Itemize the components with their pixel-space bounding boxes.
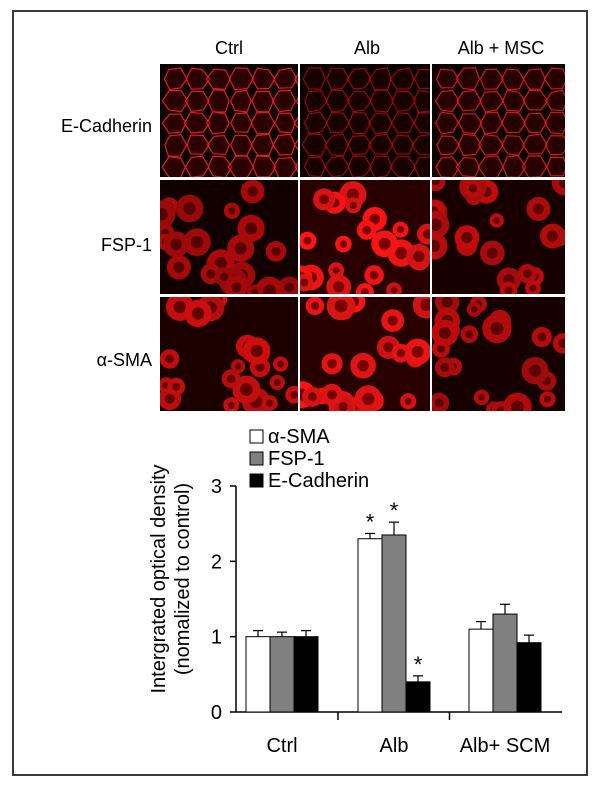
- row-label-asma: α-SMA: [96, 350, 152, 370]
- y-tick-label-1: 1: [211, 627, 222, 649]
- row-label-fsp1: FSP-1: [100, 235, 152, 255]
- column-label-alb-msc: Alb + MSC: [457, 38, 545, 58]
- x-tick-label-2: Alb+ SCM: [460, 735, 551, 757]
- bar-1-1: [381, 534, 407, 713]
- row-label-e-cadherin: E-Cadherin: [60, 116, 152, 136]
- bar-2-0: [293, 636, 319, 713]
- micrograph-ecad-alb: [300, 64, 430, 177]
- bar-1-2: [492, 613, 518, 713]
- bar-2-1: [405, 681, 431, 713]
- y-axis-label-sub: (nomalized to control): [172, 483, 194, 675]
- bar-2-2: [516, 642, 542, 713]
- micrograph-fsp1-alb-msc: [432, 180, 565, 294]
- bar-1-0: [269, 636, 295, 713]
- x-tick-label-0: Ctrl: [266, 735, 297, 757]
- x-tick-label-1: Alb: [380, 735, 409, 757]
- legend-label-1: FSP-1: [268, 448, 325, 470]
- bar-0-1: [357, 538, 383, 713]
- legend-swatch-0: [249, 429, 264, 444]
- bar-0-0: [245, 636, 271, 713]
- micrograph-asma-ctrl: [160, 297, 298, 411]
- legend-label-0: α-SMA: [268, 426, 330, 448]
- y-tick-label-2: 2: [211, 551, 222, 573]
- legend-swatch-2: [249, 473, 264, 488]
- micrograph-fsp1-ctrl: [160, 180, 298, 294]
- significance-star-1-1: *: [390, 498, 399, 523]
- y-tick-label-3: 3: [211, 476, 222, 498]
- legend-swatch-1: [249, 451, 264, 466]
- significance-star-2-1: *: [414, 652, 423, 677]
- column-label-alb: Alb: [353, 38, 380, 58]
- figure-frame: [12, 10, 588, 776]
- micrograph-ecad-alb-msc: [432, 64, 565, 177]
- column-label-ctrl: Ctrl: [215, 38, 243, 58]
- significance-star-0-1: *: [366, 509, 375, 534]
- micrograph-ecad-ctrl: [160, 64, 298, 177]
- micrograph-asma-alb-msc: [432, 297, 565, 411]
- bar-0-2: [468, 628, 494, 713]
- micrograph-asma-alb: [300, 297, 430, 411]
- legend-label-2: E-Cadherin: [268, 470, 369, 492]
- y-tick-label-0: 0: [211, 702, 222, 724]
- y-axis-label: Intergrated optical density: [148, 464, 170, 693]
- micrograph-fsp1-alb: [300, 180, 430, 294]
